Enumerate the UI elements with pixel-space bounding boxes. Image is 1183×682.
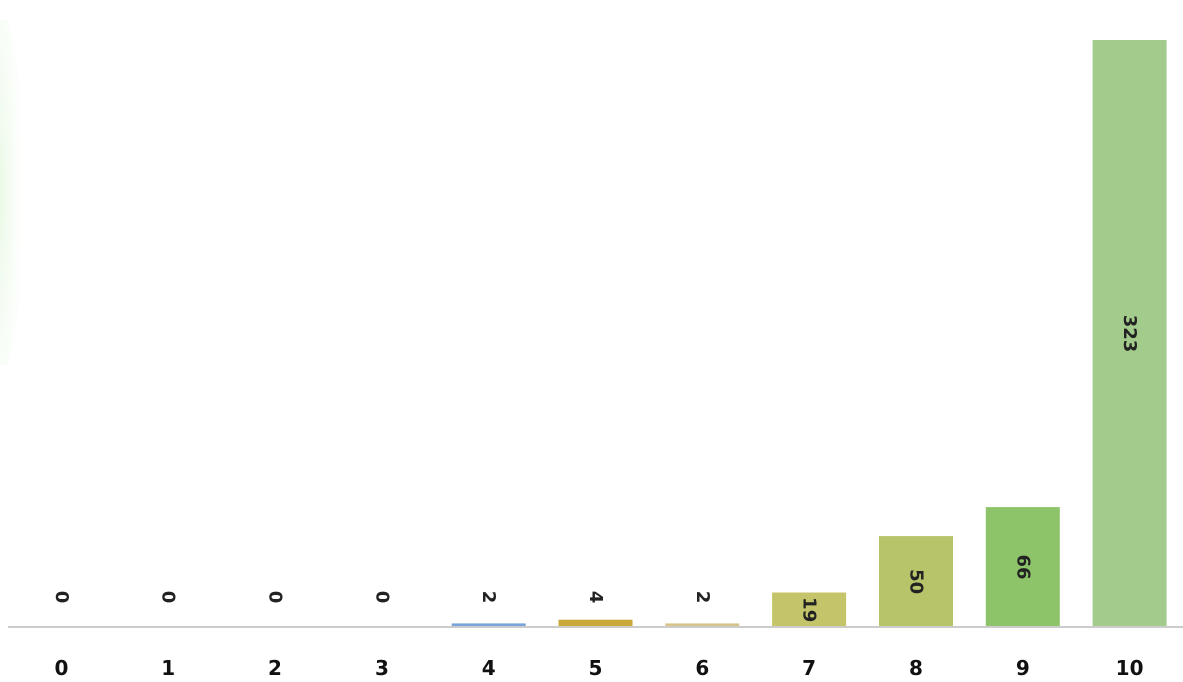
bars-layer <box>451 40 1167 627</box>
bar-6 <box>665 623 740 627</box>
bar-7 <box>772 592 847 627</box>
x-tick-label-5: 5 <box>589 656 603 680</box>
bar-value-label-8: 50 <box>906 569 927 594</box>
x-tick-label-7: 7 <box>802 656 816 680</box>
bar-value-label-0: 0 <box>51 591 72 604</box>
bar-5 <box>558 619 633 627</box>
x-tick-label-3: 3 <box>375 656 389 680</box>
bar-value-label-6: 2 <box>692 591 713 604</box>
x-tick-label-9: 9 <box>1016 656 1030 680</box>
bar-value-label-5: 4 <box>585 591 606 604</box>
x-ticks-layer: 0 1 2 3 4 5 6 7 8 9 10 <box>54 656 1143 680</box>
x-tick-label-0: 0 <box>54 656 68 680</box>
left-decoration <box>0 20 29 365</box>
x-tick-label-2: 2 <box>268 656 282 680</box>
bar-value-label-4: 2 <box>478 591 499 604</box>
bar-value-label-9: 66 <box>1012 554 1033 579</box>
x-tick-label-6: 6 <box>695 656 709 680</box>
bar-value-label-10: 323 <box>1119 315 1140 353</box>
x-tick-label-4: 4 <box>482 656 496 680</box>
bar-10 <box>1092 40 1167 627</box>
bar-value-label-1: 0 <box>158 591 179 604</box>
bar-value-label-2: 0 <box>265 591 286 604</box>
x-tick-label-8: 8 <box>909 656 923 680</box>
x-tick-label-1: 1 <box>161 656 175 680</box>
x-tick-label-10: 10 <box>1116 656 1144 680</box>
bar-8 <box>879 536 953 627</box>
bar-9 <box>985 507 1060 627</box>
value-labels-layer: 0 0 0 0 2 4 2 19 50 66 323 <box>51 315 1140 623</box>
bar-value-label-3: 0 <box>371 591 392 604</box>
bar-value-label-7: 19 <box>799 597 820 622</box>
bar-4 <box>451 623 526 627</box>
